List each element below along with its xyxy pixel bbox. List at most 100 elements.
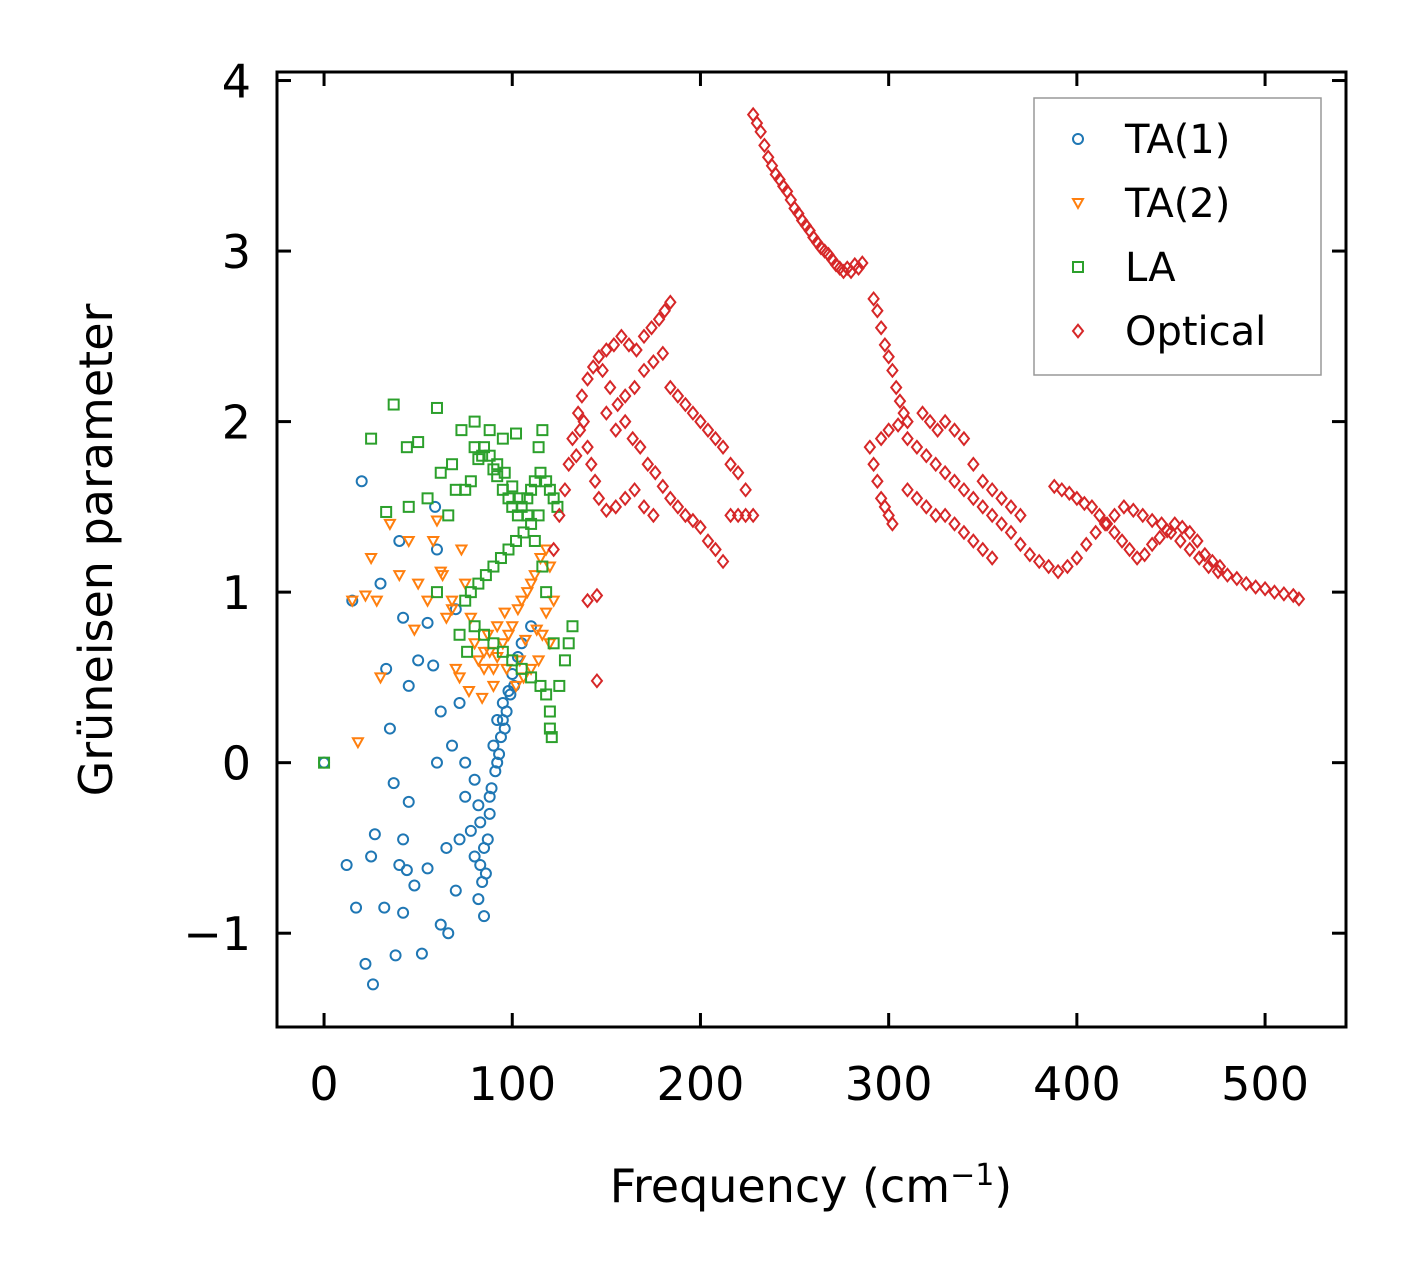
data-point xyxy=(453,833,466,846)
data-point xyxy=(430,543,443,556)
data-point xyxy=(449,663,463,676)
data-point xyxy=(871,302,884,319)
data-point xyxy=(609,499,623,515)
data-point xyxy=(471,655,486,668)
data-point xyxy=(716,553,730,570)
data-point xyxy=(590,587,604,604)
data-point xyxy=(397,611,410,624)
data-point xyxy=(553,507,566,524)
data-point xyxy=(490,621,504,634)
data-point xyxy=(1183,541,1197,558)
data-point xyxy=(679,507,692,524)
data-point xyxy=(562,456,575,473)
data-point xyxy=(585,456,598,473)
data-point xyxy=(929,456,942,473)
data-point xyxy=(411,578,425,591)
data-point xyxy=(878,337,892,353)
data-point xyxy=(938,413,952,430)
data-point xyxy=(531,655,546,668)
data-point xyxy=(374,577,387,590)
data-point xyxy=(739,481,752,498)
data-point xyxy=(581,371,594,387)
data-point xyxy=(491,470,504,483)
data-point xyxy=(592,490,606,507)
data-point xyxy=(754,123,767,140)
data-point xyxy=(402,679,415,692)
data-point xyxy=(1183,524,1197,541)
data-point xyxy=(1100,516,1114,532)
data-point xyxy=(521,492,534,505)
data-point xyxy=(874,430,888,447)
data-point xyxy=(498,466,511,479)
data-point xyxy=(916,405,929,421)
data-point xyxy=(487,637,500,650)
data-point xyxy=(694,519,707,536)
data-point xyxy=(506,480,519,493)
data-point xyxy=(618,388,632,404)
data-point xyxy=(867,456,880,473)
data-point xyxy=(430,586,443,599)
data-point xyxy=(948,422,961,438)
data-point xyxy=(600,405,613,421)
data-point xyxy=(1117,499,1131,515)
data-point xyxy=(430,401,443,414)
data-point xyxy=(454,544,469,557)
data-point xyxy=(867,290,880,307)
y-tick-label: 2 xyxy=(222,396,251,450)
data-point xyxy=(393,534,406,547)
data-point xyxy=(402,535,416,549)
data-point xyxy=(910,490,924,507)
plot-frame xyxy=(275,70,1348,1029)
data-point xyxy=(543,483,556,496)
data-point xyxy=(920,447,933,464)
series-la xyxy=(318,398,579,769)
data-point xyxy=(489,765,502,778)
data-point xyxy=(566,430,579,447)
data-point xyxy=(486,680,501,693)
data-point xyxy=(478,841,491,854)
data-point xyxy=(1079,536,1093,553)
legend-marker xyxy=(1071,198,1085,211)
data-point xyxy=(478,910,491,923)
data-point xyxy=(434,705,447,718)
data-point xyxy=(540,688,553,701)
data-point xyxy=(586,359,600,375)
data-point xyxy=(427,659,440,672)
data-point xyxy=(1221,567,1234,583)
data-point xyxy=(485,782,498,795)
data-point xyxy=(458,578,472,591)
data-point xyxy=(515,662,528,675)
y-tick-label: 4 xyxy=(222,55,251,109)
data-point xyxy=(746,507,760,524)
data-point xyxy=(502,492,515,505)
legend-marker xyxy=(1072,133,1084,145)
data-point xyxy=(350,901,363,914)
data-point xyxy=(1051,563,1065,580)
data-point xyxy=(581,439,594,456)
data-point xyxy=(603,379,617,396)
data-point xyxy=(468,441,481,454)
data-point xyxy=(547,541,560,558)
data-point xyxy=(886,362,899,379)
data-point xyxy=(453,628,466,641)
data-point xyxy=(1153,529,1166,546)
data-point xyxy=(1098,516,1112,532)
data-point xyxy=(459,594,472,607)
data-point xyxy=(496,645,509,658)
data-point xyxy=(345,595,359,608)
data-point xyxy=(355,475,368,488)
data-point xyxy=(513,492,526,505)
data-point xyxy=(543,722,556,735)
data-point xyxy=(402,500,415,513)
data-point xyxy=(716,439,730,456)
data-point xyxy=(1093,507,1106,524)
data-point xyxy=(1174,533,1187,549)
data-point xyxy=(664,294,677,311)
data-point xyxy=(856,255,869,271)
data-point xyxy=(901,481,914,498)
data-point xyxy=(446,458,459,471)
data-point xyxy=(1004,524,1018,541)
data-point xyxy=(434,566,448,579)
data-point xyxy=(517,526,530,539)
data-point xyxy=(889,379,903,396)
